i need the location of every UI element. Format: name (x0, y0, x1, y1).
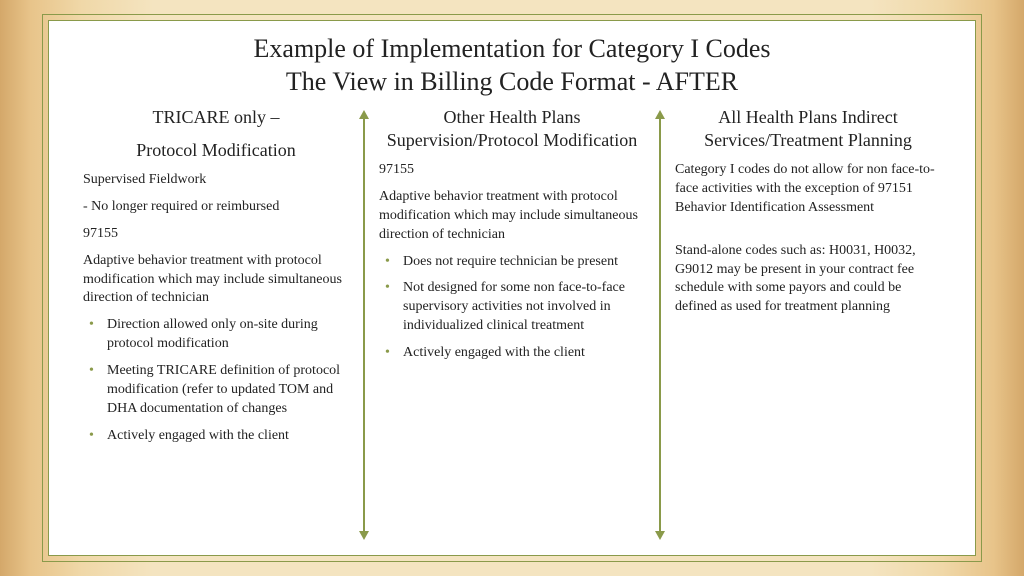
list-item: Actively engaged with the client (403, 344, 645, 363)
list-item: Meeting TRICARE definition of protocol m… (107, 362, 349, 419)
para: Stand-alone codes such as: H0031, H0032,… (675, 242, 941, 318)
column-body: 97155 Adaptive behavior treatment with p… (379, 161, 645, 363)
bullet-list: Direction allowed only on-site during pr… (83, 316, 349, 445)
column-body: Supervised Fieldwork - No longer require… (83, 171, 349, 446)
para: Adaptive behavior treatment with protoco… (379, 188, 645, 245)
para: 97155 (83, 225, 349, 244)
list-item: Not designed for some non face-to-face s… (403, 279, 645, 336)
divider (659, 110, 661, 540)
column-body: Category I codes do not allow for non fa… (675, 161, 941, 317)
heading-line: Protocol Modification (83, 139, 349, 162)
column-heading: All Health Plans Indirect Services/Treat… (675, 106, 941, 151)
list-item: Does not require technician be present (403, 253, 645, 272)
para: Category I codes do not allow for non fa… (675, 161, 941, 218)
columns-container: TRICARE only – Protocol Modification Sup… (75, 106, 949, 540)
para (675, 226, 941, 234)
para: Supervised Fieldwork (83, 171, 349, 190)
heading-line: All Health Plans Indirect Services/Treat… (675, 106, 941, 151)
column-other-plans: Other Health Plans Supervision/Protocol … (371, 106, 653, 540)
divider-line (659, 118, 661, 532)
title-block: Example of Implementation for Category I… (75, 33, 949, 98)
column-tricare: TRICARE only – Protocol Modification Sup… (75, 106, 357, 540)
arrow-down-icon (655, 531, 665, 540)
divider-line (363, 118, 365, 532)
bullet-list: Does not require technician be present N… (379, 253, 645, 363)
divider (363, 110, 365, 540)
para: Adaptive behavior treatment with protoco… (83, 252, 349, 309)
heading-line: TRICARE only – (83, 106, 349, 129)
column-heading: Other Health Plans Supervision/Protocol … (379, 106, 645, 151)
slide-panel: Example of Implementation for Category I… (48, 20, 976, 556)
list-item: Direction allowed only on-site during pr… (107, 316, 349, 354)
title-line-2: The View in Billing Code Format - AFTER (75, 66, 949, 99)
arrow-down-icon (359, 531, 369, 540)
list-item: Actively engaged with the client (107, 427, 349, 446)
para: 97155 (379, 161, 645, 180)
heading-line: Other Health Plans Supervision/Protocol … (379, 106, 645, 151)
column-all-plans: All Health Plans Indirect Services/Treat… (667, 106, 949, 540)
para: - No longer required or reimbursed (83, 198, 349, 217)
title-line-1: Example of Implementation for Category I… (75, 33, 949, 66)
column-heading: TRICARE only – Protocol Modification (83, 106, 349, 161)
